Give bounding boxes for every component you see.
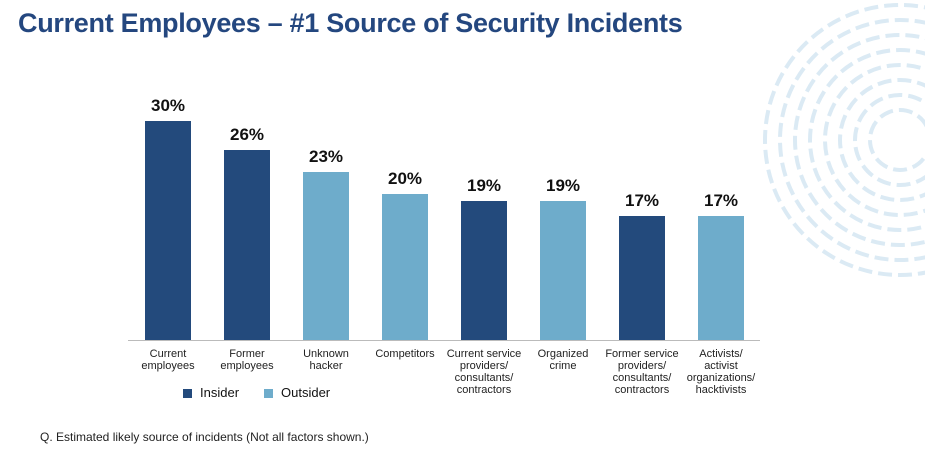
value-label: 19% — [545, 176, 581, 196]
value-label: 20% — [387, 169, 423, 188]
legend-label: Insider — [200, 385, 240, 400]
bar — [540, 201, 586, 340]
legend-label: Outsider — [281, 385, 331, 400]
x-tick-label: Unknown hacker — [303, 348, 349, 372]
value-label: 17% — [703, 190, 739, 210]
x-tick-label: Current service providers/ consultants/ … — [446, 348, 522, 396]
value-label: 17% — [624, 190, 660, 210]
footnote: Q. Estimated likely source of incidents … — [40, 430, 369, 444]
x-tick-label: Former employees — [220, 348, 274, 372]
bar — [619, 215, 665, 340]
bar — [461, 201, 507, 340]
fingerprint-decoration — [763, 3, 925, 277]
value-label: 19% — [466, 176, 502, 196]
bar — [698, 215, 744, 340]
x-tick-label: Current employees — [141, 348, 195, 372]
x-tick-label: Organized crime — [537, 348, 589, 372]
x-tick-label: Former service providers/ consultants/ c… — [605, 348, 679, 396]
x-tick-label: Competitors — [375, 348, 435, 360]
bar — [303, 172, 349, 340]
legend-swatch — [183, 389, 192, 398]
bar — [224, 150, 270, 340]
baseline — [128, 340, 760, 341]
bar — [382, 194, 428, 340]
bar — [145, 121, 191, 340]
value-label: 26% — [229, 125, 265, 145]
chart-title: Current Employees – #1 Source of Securit… — [18, 8, 683, 38]
value-label: 23% — [308, 147, 344, 167]
legend-swatch — [264, 389, 273, 398]
x-tick-label: Activists/ activist organizations/ hackt… — [686, 348, 756, 396]
value-label: 30% — [150, 96, 186, 115]
